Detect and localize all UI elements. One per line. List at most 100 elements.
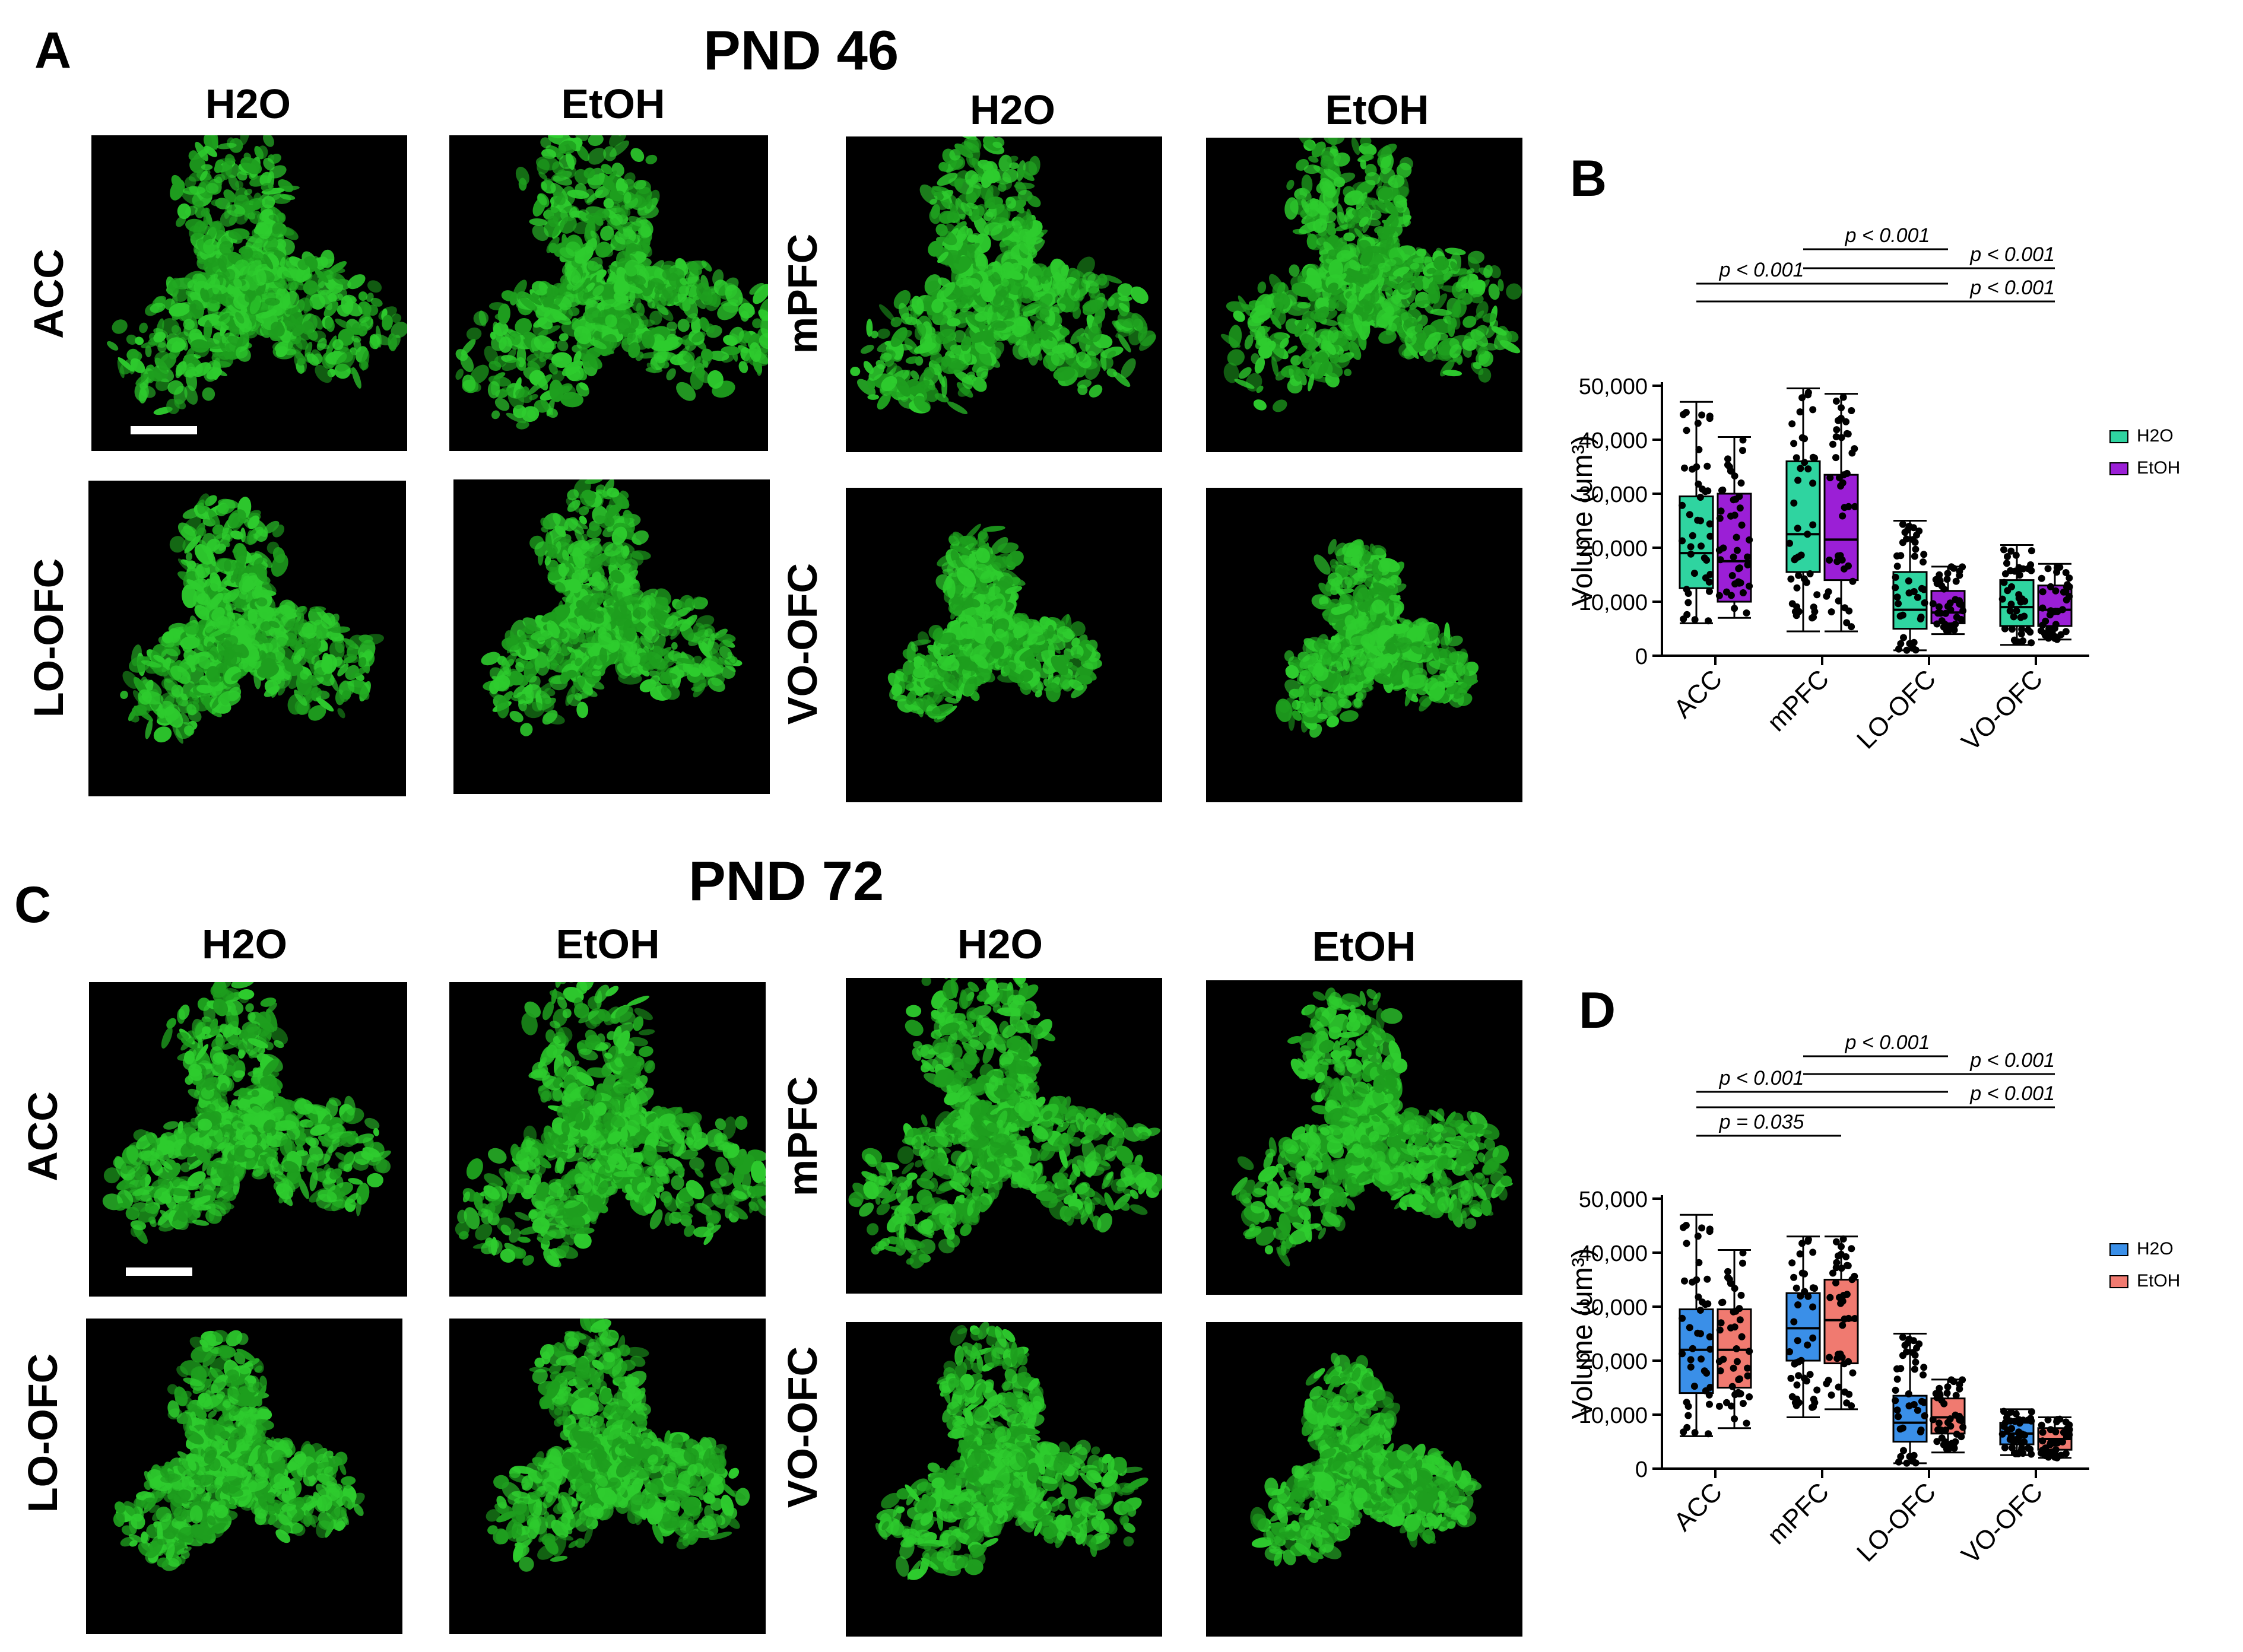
data-point [1731, 1285, 1738, 1292]
data-point [1909, 1349, 1917, 1356]
data-point [1702, 574, 1709, 582]
panel-letter-b: B [1570, 150, 1607, 207]
data-point [1810, 603, 1817, 611]
data-point [1733, 547, 1741, 554]
a-col-label-h2o-1: H2O [205, 81, 291, 127]
data-point [1715, 592, 1723, 599]
data-point [1797, 1292, 1804, 1300]
data-point [1690, 1383, 1698, 1390]
data-point [1935, 603, 1943, 611]
data-point [1795, 1399, 1803, 1406]
c-col-label-etoh-1: EtOH [556, 921, 660, 967]
data-point [1695, 446, 1703, 453]
data-point [1683, 1424, 1691, 1431]
astrocyte-cluster [113, 1330, 365, 1571]
data-point [1935, 1419, 1943, 1427]
data-point [1950, 626, 1958, 634]
data-point [1958, 1417, 1965, 1424]
y-tick-label: 0 [1635, 1457, 1648, 1482]
data-point [1915, 1340, 1923, 1348]
data-point [1723, 588, 1730, 596]
p-value-label: p < 0.001 [1719, 259, 1804, 281]
y-tick-label: 40,000 [1579, 428, 1648, 453]
data-point [1704, 487, 1712, 495]
legend-swatch [2109, 462, 2128, 475]
astrocyte-cluster [481, 479, 743, 736]
data-point [1716, 1326, 1724, 1334]
data-point [1683, 586, 1690, 593]
data-point [1793, 584, 1801, 592]
data-point [2004, 553, 2011, 560]
data-point [2038, 574, 2045, 582]
data-point [1739, 1400, 1747, 1408]
y-tick-label: 20,000 [1579, 536, 1648, 561]
data-point [1801, 459, 1809, 466]
data-point [1938, 582, 1946, 590]
data-point [1687, 1363, 1695, 1371]
data-point [1727, 512, 1734, 520]
data-point [1905, 577, 1912, 584]
data-point [1728, 1383, 1736, 1390]
data-point [1893, 563, 1901, 570]
data-point [1910, 1401, 1918, 1408]
x-tick-label: mPFC [1762, 664, 1835, 737]
data-point [1686, 1324, 1693, 1332]
data-point [1744, 561, 1752, 568]
a-col-label-h2o-2: H2O [970, 87, 1055, 133]
data-point [2052, 608, 2060, 615]
data-point [1680, 411, 1687, 418]
data-point [1917, 1427, 1925, 1434]
data-point [1909, 536, 1917, 544]
data-point [1920, 1364, 1928, 1371]
data-point [1896, 612, 1904, 620]
micrograph-a-acc-h2o [91, 135, 407, 451]
data-point [1944, 1419, 1952, 1427]
astrocyte-cluster [102, 982, 391, 1244]
data-point [1903, 535, 1910, 543]
data-point [2012, 638, 2020, 646]
data-point [1795, 571, 1803, 579]
data-point [1794, 1301, 1802, 1308]
data-point [1693, 463, 1701, 471]
data-point [1839, 1321, 1847, 1329]
data-point [1687, 543, 1695, 551]
data-point [2021, 1431, 2029, 1439]
x-tick-label: VO-OFC [1956, 1477, 2048, 1570]
data-point [1920, 558, 1927, 566]
data-point [1842, 1253, 1850, 1260]
data-point [1892, 573, 1899, 581]
x-tick-label: ACC [1668, 664, 1728, 723]
data-point [1848, 623, 1855, 631]
data-point [1681, 1277, 1688, 1285]
data-point [1844, 430, 1852, 438]
data-point [1944, 570, 1952, 577]
data-point [1738, 1333, 1746, 1340]
data-point [1895, 600, 1902, 608]
c-col-label-h2o-2: H2O [957, 921, 1043, 967]
data-point [1900, 1447, 1907, 1454]
data-point [1952, 577, 1960, 585]
data-point [1724, 455, 1731, 463]
data-point [1998, 595, 2006, 603]
data-point [2013, 607, 2020, 615]
y-tick-label: 40,000 [1579, 1241, 1648, 1266]
panel-letter-c: C [14, 876, 52, 933]
data-point [1806, 1371, 1814, 1378]
data-point [1934, 609, 1941, 617]
data-point [1787, 1374, 1795, 1382]
data-point [1793, 1284, 1800, 1292]
data-point [1791, 556, 1798, 564]
data-point [1832, 454, 1839, 462]
data-point [1739, 447, 1746, 455]
data-point [1739, 1259, 1746, 1267]
a-col-label-etoh-1: EtOH [561, 81, 665, 127]
x-tick-label: LO-OFC [1851, 1477, 1941, 1567]
micrograph-a-vo-h2o [846, 488, 1162, 802]
data-point [1698, 542, 1705, 550]
data-point [2039, 588, 2047, 596]
data-point [2007, 547, 2015, 555]
a-row-label-vo: VO-OFC [779, 563, 826, 725]
data-point [1914, 593, 1921, 601]
data-point [1706, 1333, 1714, 1340]
data-point [1917, 614, 1925, 621]
